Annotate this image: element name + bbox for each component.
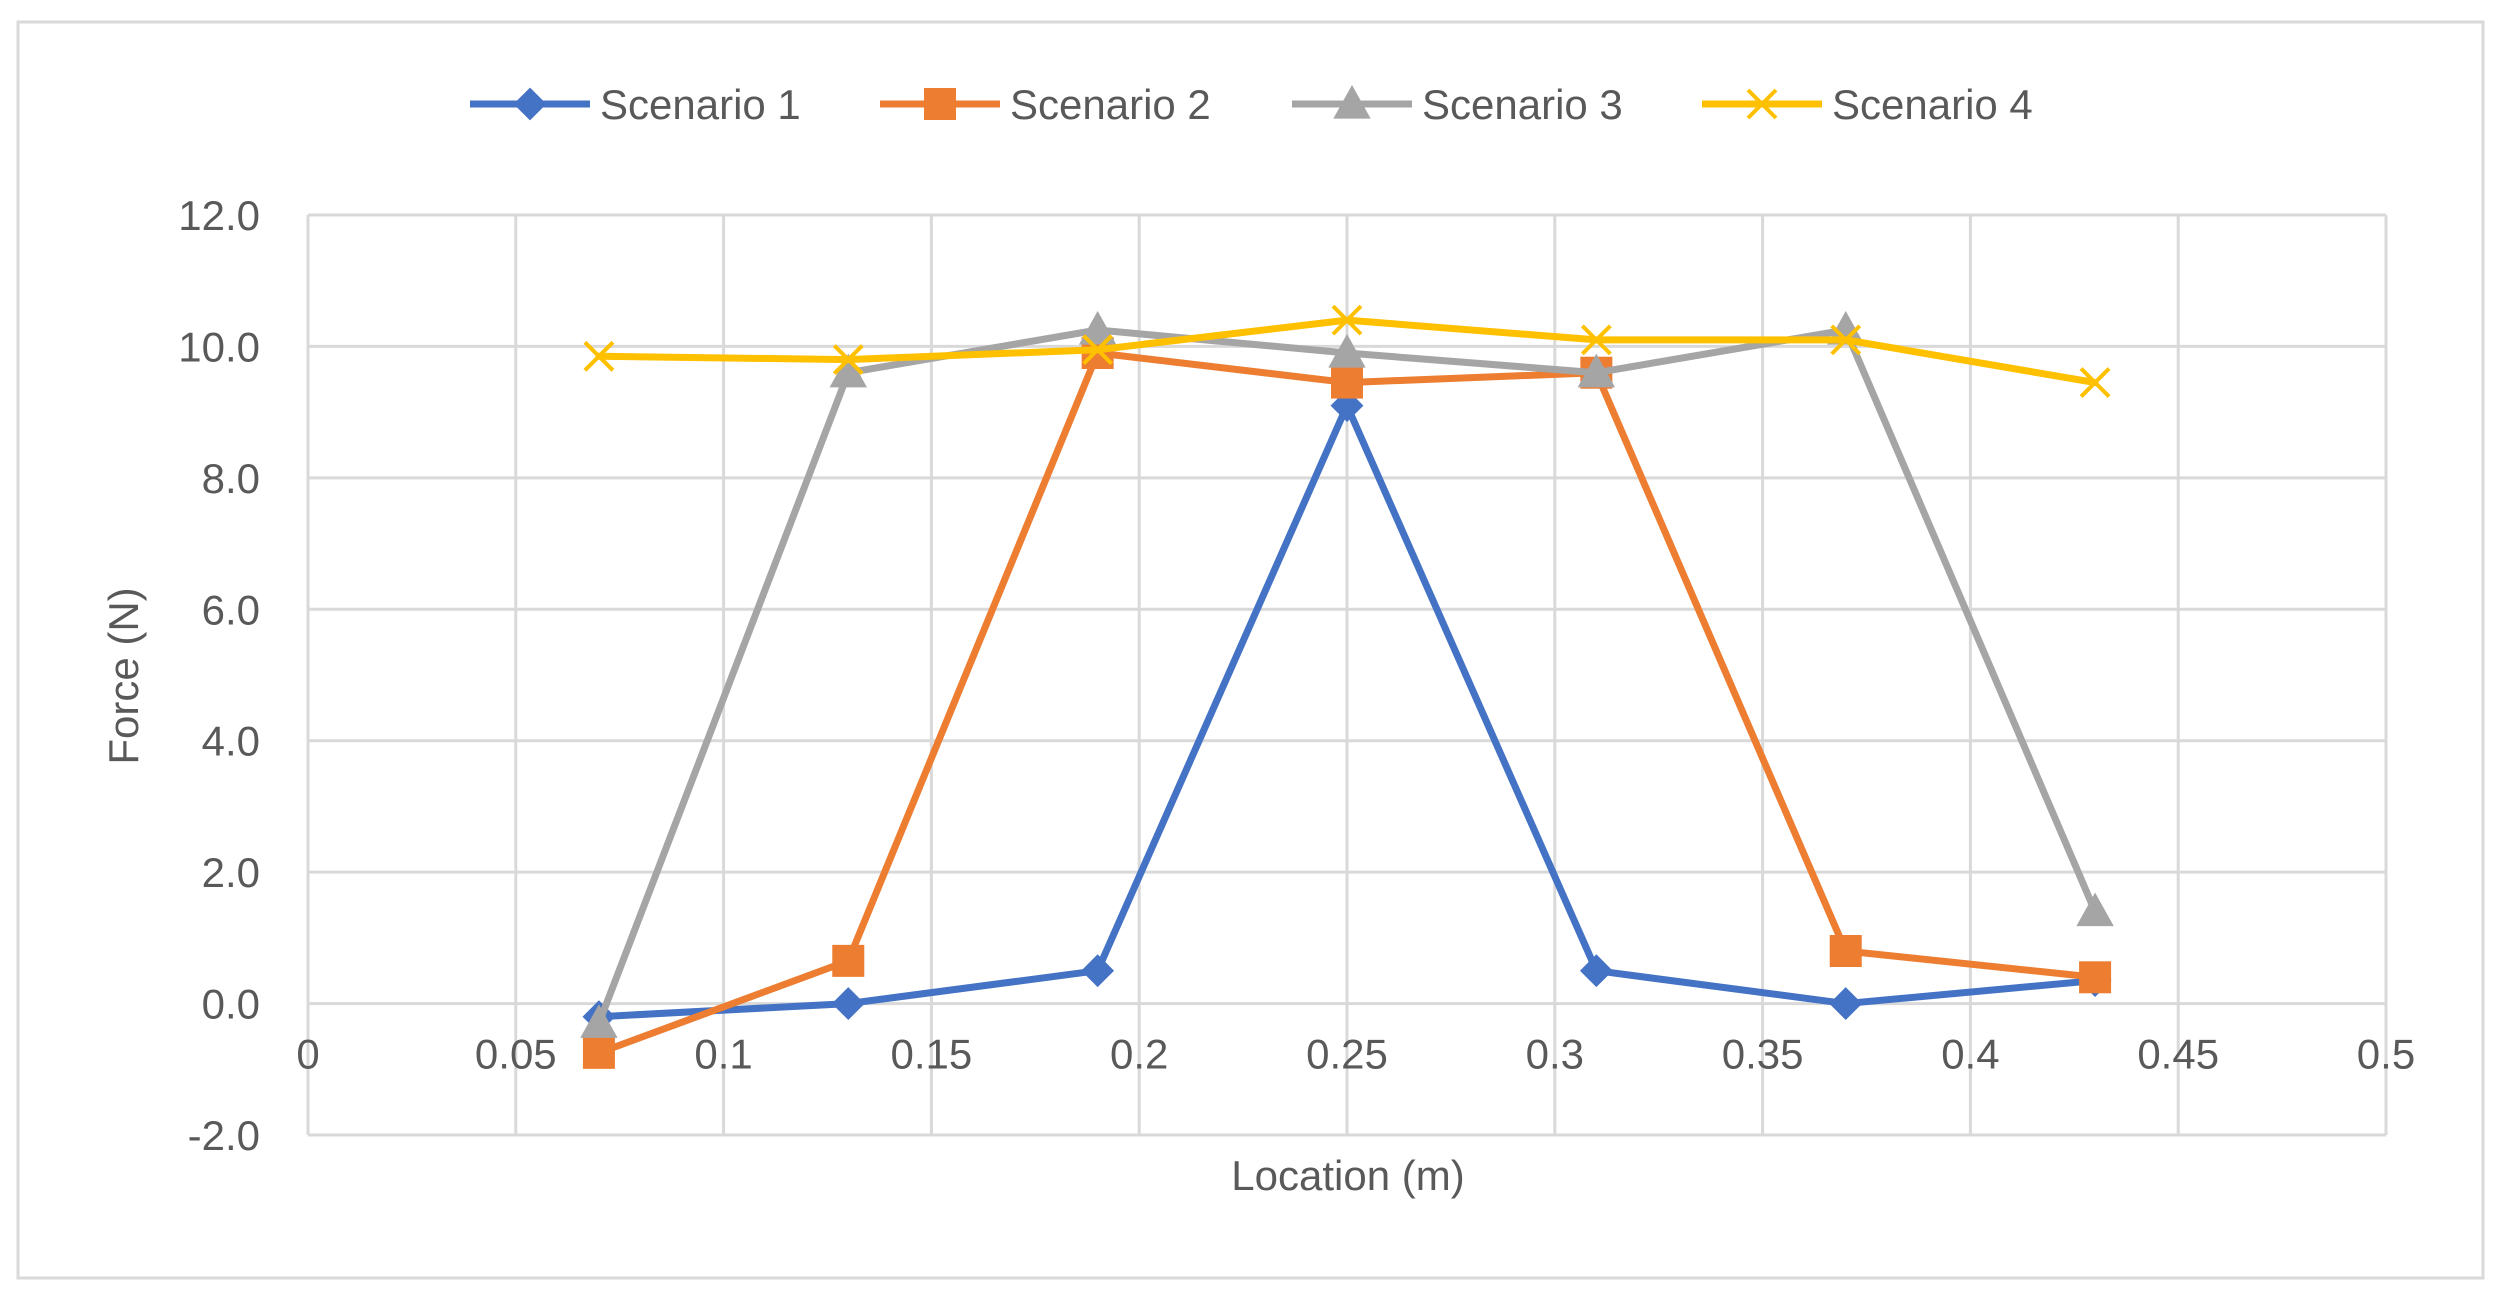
- data-point-triangle: [1577, 353, 1616, 388]
- data-point-x: [832, 344, 864, 375]
- data-point-triangle: [1827, 310, 1865, 345]
- data-point-triangle: [1078, 310, 1117, 345]
- x-tick-label: 0.05: [475, 1031, 557, 1078]
- series-scenario-3: [580, 310, 2114, 1038]
- y-tick-label: 10.0: [178, 323, 260, 370]
- x-tick-label: 0.2: [1110, 1031, 1168, 1078]
- y-tick-label: 4.0: [202, 718, 260, 765]
- data-point-x: [1331, 304, 1363, 336]
- legend: Scenario 1 Scenario 2 Scenario 3 Scenario 4: [470, 81, 2033, 128]
- data-point-triangle: [1328, 333, 1366, 368]
- legend-label: Scenario 2: [1010, 81, 1211, 128]
- x-tick-label: 0: [296, 1031, 319, 1078]
- x-tick-label: 0.5: [2357, 1031, 2415, 1078]
- data-point-x: [1746, 88, 1778, 120]
- x-tick-label: 0.25: [1306, 1031, 1388, 1078]
- data-point-square: [582, 1036, 615, 1069]
- y-tick-label: 6.0: [202, 586, 260, 633]
- x-tick-label: 0.1: [694, 1031, 752, 1078]
- gridlines: [306, 213, 2388, 1137]
- x-tick-label: 0.4: [1941, 1031, 1999, 1078]
- data-point-triangle: [2076, 892, 2114, 927]
- x-axis-title: Location (m): [1231, 1152, 1464, 1199]
- legend-label: Scenario 3: [1422, 81, 1623, 128]
- legend-item: Scenario 4: [1702, 81, 2033, 128]
- data-point-diamond: [1829, 987, 1863, 1020]
- y-tick-label: 8.0: [202, 455, 260, 502]
- data-point-diamond: [513, 87, 547, 121]
- data-point-triangle: [580, 1004, 618, 1038]
- x-tick-label: 0.15: [891, 1031, 973, 1078]
- data-point-square: [2079, 961, 2112, 994]
- legend-item: Scenario 1: [470, 81, 801, 128]
- data-point-diamond: [1579, 954, 1613, 988]
- data-point-diamond: [1081, 954, 1115, 988]
- x-tick-label: 0.35: [1722, 1031, 1804, 1078]
- y-tick-label: -2.0: [188, 1112, 260, 1159]
- series-group: [580, 304, 2114, 1069]
- data-point-square: [924, 88, 956, 120]
- y-tick-label: 12.0: [178, 192, 260, 239]
- x-tick-label: 0.3: [1526, 1031, 1584, 1078]
- y-axis-title: Force (N): [100, 587, 147, 764]
- y-axis: -2.0 0.0 2.0 4.0 6.0 8.0 10.0 12.0: [178, 192, 260, 1159]
- data-point-x: [583, 340, 615, 372]
- data-point-x: [2079, 367, 2111, 398]
- x-tick-label: 0.45: [2137, 1031, 2219, 1078]
- data-point-triangle: [829, 353, 867, 388]
- chart-border: [16, 20, 2485, 1280]
- x-axis: 0 0.05 0.1 0.15 0.2 0.25 0.3 0.35 0.4 0.45 0.5: [296, 1031, 2415, 1078]
- legend-label: Scenario 1: [600, 81, 801, 128]
- legend-label: Scenario 4: [1832, 81, 2033, 128]
- y-tick-label: 2.0: [202, 849, 260, 896]
- series-scenario-4: [583, 304, 2111, 398]
- legend-item: Scenario 2: [880, 81, 1211, 128]
- data-point-x: [1580, 324, 1612, 356]
- y-tick-label: 0.0: [202, 981, 260, 1028]
- data-point-square: [1829, 935, 1862, 967]
- series-scenario-2: [582, 337, 2112, 1069]
- data-point-diamond: [831, 987, 865, 1020]
- data-point-square: [832, 944, 865, 977]
- data-point-x: [1830, 324, 1862, 356]
- data-point-square: [1331, 366, 1363, 399]
- data-point-x: [1082, 334, 1114, 366]
- legend-item: Scenario 3: [1292, 81, 1623, 128]
- data-point-triangle: [1333, 84, 1371, 119]
